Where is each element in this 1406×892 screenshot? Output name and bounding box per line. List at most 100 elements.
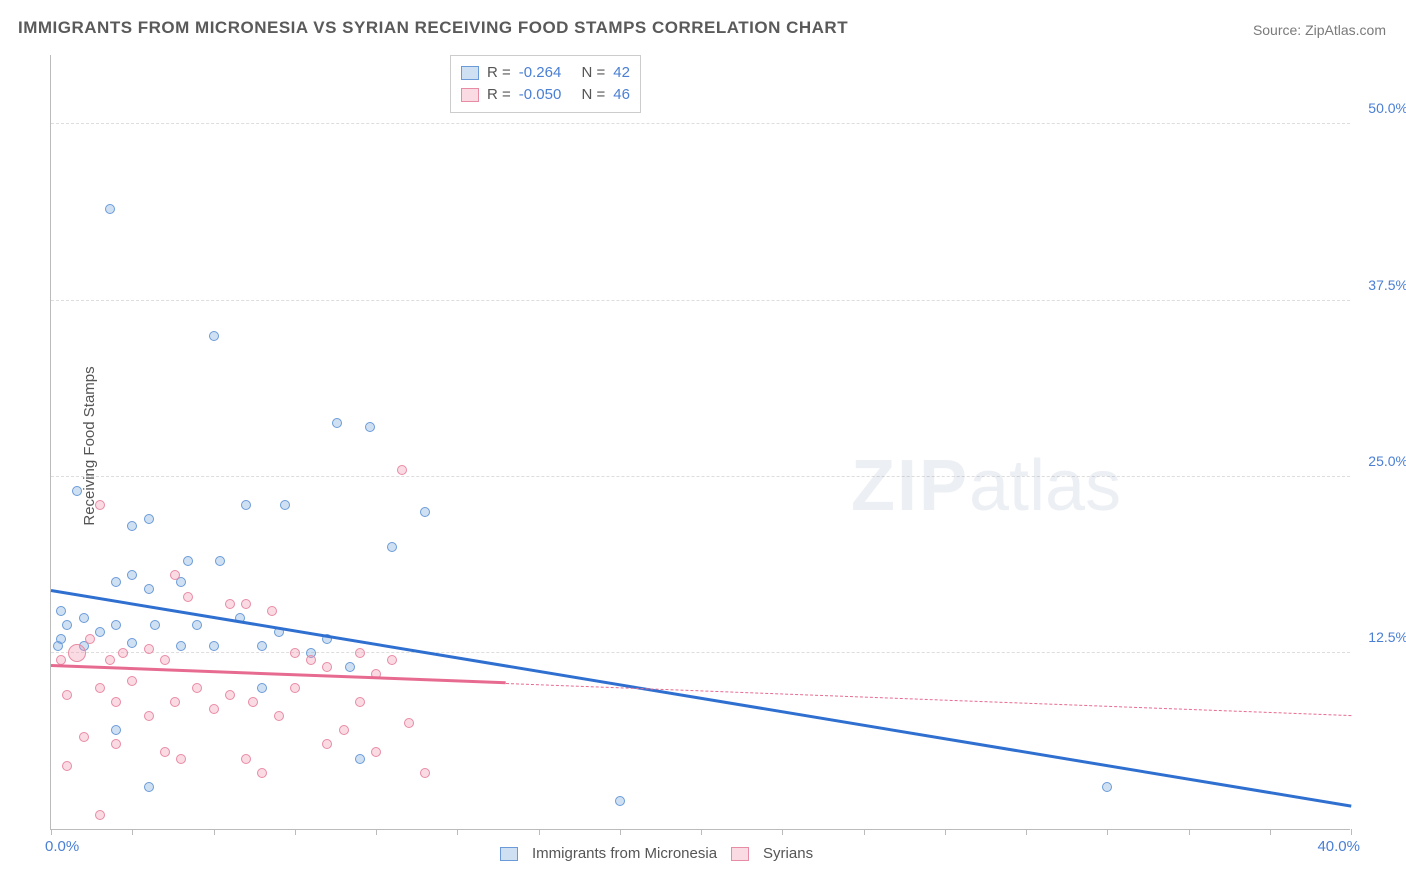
- data-point: [85, 634, 95, 644]
- data-point: [241, 599, 251, 609]
- data-point: [79, 613, 89, 623]
- data-point: [420, 768, 430, 778]
- data-point: [144, 711, 154, 721]
- series2-swatch: [461, 88, 479, 102]
- x-minor-tick: [376, 829, 377, 835]
- x-axis-min-tick: 0.0%: [45, 838, 79, 855]
- data-point: [209, 331, 219, 341]
- data-point: [209, 641, 219, 651]
- data-point: [257, 683, 267, 693]
- data-point: [111, 577, 121, 587]
- grid-line: [51, 652, 1350, 653]
- data-point: [241, 500, 251, 510]
- data-point: [192, 620, 202, 630]
- data-point: [257, 768, 267, 778]
- data-point: [118, 648, 128, 658]
- data-point: [248, 697, 258, 707]
- scatter-plot: ZIPatlas 0.0% 40.0% 12.5%25.0%37.5%50.0%: [50, 55, 1350, 830]
- series1-swatch: [500, 847, 518, 861]
- data-point: [355, 648, 365, 658]
- data-point: [127, 676, 137, 686]
- data-point: [111, 739, 121, 749]
- series-legend: Immigrants from Micronesia Syrians: [500, 845, 813, 862]
- legend-row-series2: R = -0.050 N = 46: [461, 84, 630, 106]
- data-point: [241, 754, 251, 764]
- x-minor-tick: [539, 829, 540, 835]
- series1-label: Immigrants from Micronesia: [532, 845, 717, 862]
- data-point: [387, 542, 397, 552]
- data-point: [257, 641, 267, 651]
- data-point: [79, 732, 89, 742]
- data-point: [345, 662, 355, 672]
- y-axis-tick: 25.0%: [1358, 453, 1406, 469]
- series2-n-value: 46: [613, 84, 630, 106]
- watermark: ZIPatlas: [851, 445, 1121, 527]
- series1-r-value: -0.264: [519, 62, 562, 84]
- data-point: [274, 711, 284, 721]
- data-point: [62, 761, 72, 771]
- series2-swatch: [731, 847, 749, 861]
- data-point: [160, 747, 170, 757]
- x-minor-tick: [1026, 829, 1027, 835]
- data-point: [53, 641, 63, 651]
- data-point: [95, 683, 105, 693]
- x-minor-tick: [132, 829, 133, 835]
- data-point: [280, 500, 290, 510]
- data-point: [144, 514, 154, 524]
- chart-title: IMMIGRANTS FROM MICRONESIA VS SYRIAN REC…: [18, 18, 848, 38]
- data-point: [127, 638, 137, 648]
- data-point: [144, 584, 154, 594]
- x-minor-tick: [701, 829, 702, 835]
- data-point: [144, 644, 154, 654]
- data-point: [322, 739, 332, 749]
- series2-label: Syrians: [763, 845, 813, 862]
- series2-r-value: -0.050: [519, 84, 562, 106]
- x-minor-tick: [1351, 829, 1352, 835]
- data-point: [160, 655, 170, 665]
- x-minor-tick: [214, 829, 215, 835]
- y-axis-tick: 37.5%: [1358, 277, 1406, 293]
- x-minor-tick: [457, 829, 458, 835]
- data-point: [183, 592, 193, 602]
- legend-row-series1: R = -0.264 N = 42: [461, 62, 630, 84]
- data-point: [1102, 782, 1112, 792]
- data-point: [209, 704, 219, 714]
- data-point: [105, 204, 115, 214]
- series1-n-value: 42: [613, 62, 630, 84]
- series1-swatch: [461, 66, 479, 80]
- x-minor-tick: [864, 829, 865, 835]
- trend-line: [506, 683, 1351, 716]
- data-point: [290, 683, 300, 693]
- x-minor-tick: [945, 829, 946, 835]
- data-point: [355, 754, 365, 764]
- data-point: [144, 782, 154, 792]
- data-point: [170, 697, 180, 707]
- trend-line: [51, 664, 506, 684]
- data-point: [332, 418, 342, 428]
- data-point: [68, 644, 86, 662]
- data-point: [62, 620, 72, 630]
- data-point: [127, 521, 137, 531]
- x-minor-tick: [782, 829, 783, 835]
- x-minor-tick: [51, 829, 52, 835]
- data-point: [150, 620, 160, 630]
- correlation-legend: R = -0.264 N = 42 R = -0.050 N = 46: [450, 55, 641, 113]
- x-minor-tick: [1107, 829, 1108, 835]
- data-point: [105, 655, 115, 665]
- data-point: [95, 627, 105, 637]
- data-point: [365, 422, 375, 432]
- data-point: [62, 690, 72, 700]
- x-axis-max-tick: 40.0%: [1317, 838, 1360, 855]
- data-point: [404, 718, 414, 728]
- data-point: [371, 747, 381, 757]
- data-point: [95, 500, 105, 510]
- y-axis-tick: 12.5%: [1358, 629, 1406, 645]
- data-point: [225, 690, 235, 700]
- data-point: [355, 697, 365, 707]
- grid-line: [51, 123, 1350, 124]
- data-point: [176, 754, 186, 764]
- x-minor-tick: [620, 829, 621, 835]
- data-point: [111, 725, 121, 735]
- data-point: [95, 810, 105, 820]
- data-point: [420, 507, 430, 517]
